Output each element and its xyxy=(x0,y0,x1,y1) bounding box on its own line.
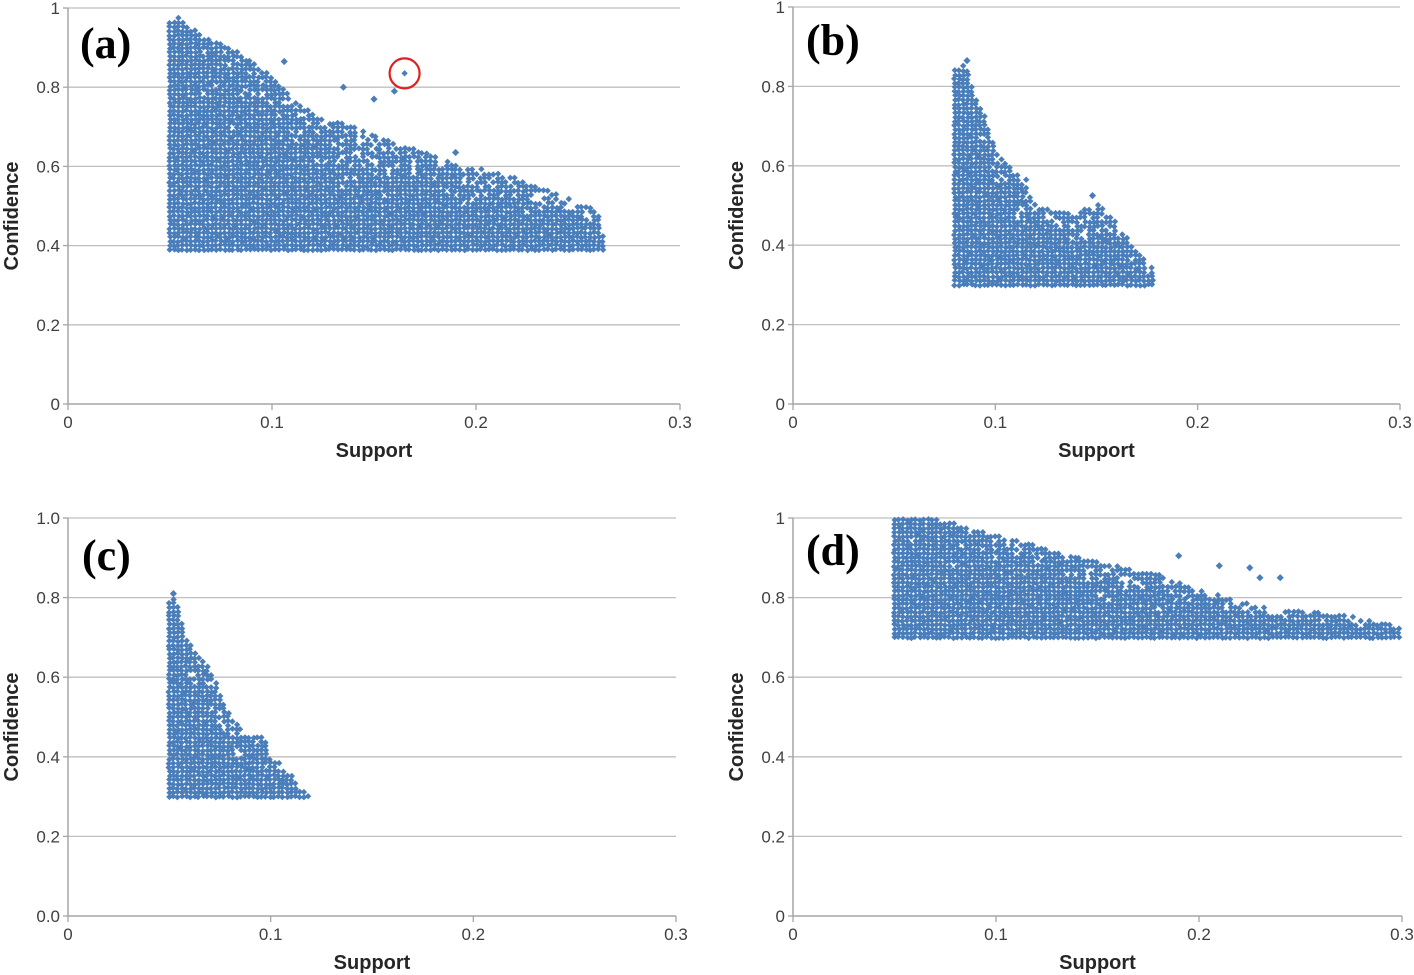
x-tick-label: 0.1 xyxy=(260,413,284,432)
y-tick-label: 0.6 xyxy=(36,157,60,176)
y-tick-label: 0 xyxy=(776,907,785,926)
highlight-circle xyxy=(388,57,421,90)
y-tick-label: 0.6 xyxy=(761,668,785,687)
y-tick-label: 0.8 xyxy=(761,589,785,608)
y-tick-label: 1 xyxy=(776,509,785,528)
x-tick-label: 0.2 xyxy=(1186,413,1210,432)
x-axis-title: Support xyxy=(334,952,411,974)
x-tick-label: 0 xyxy=(63,925,72,944)
scatter-points xyxy=(890,516,1403,642)
outlier-point xyxy=(452,148,460,157)
x-axis-title: Support xyxy=(1059,952,1136,974)
panel-label: (b) xyxy=(806,16,860,65)
y-tick-label: 0.6 xyxy=(36,668,60,687)
outlier-point xyxy=(280,57,288,66)
scatter-points xyxy=(166,14,607,254)
y-tick-label: 0.8 xyxy=(36,78,60,97)
outlier-point xyxy=(370,95,378,103)
x-tick-label: 0 xyxy=(788,413,797,432)
outlier-point xyxy=(963,57,971,65)
x-tick-label: 0.3 xyxy=(664,925,688,944)
scatter-points xyxy=(165,596,312,801)
y-tick-label: 0 xyxy=(776,395,785,414)
outlier-point xyxy=(339,83,347,91)
y-tick-label: 0.4 xyxy=(761,236,785,255)
y-tick-label: 0.4 xyxy=(36,237,60,256)
x-tick-label: 0.1 xyxy=(984,925,1008,944)
x-tick-label: 0.2 xyxy=(464,413,488,432)
y-tick-label: 1.0 xyxy=(36,509,60,528)
x-tick-label: 0.2 xyxy=(1187,925,1211,944)
scatter-points xyxy=(951,62,1157,289)
outlier-point xyxy=(1175,552,1183,560)
outlier-point xyxy=(1256,574,1264,582)
y-tick-label: 0.6 xyxy=(761,157,785,176)
outlier-point xyxy=(169,590,177,598)
y-tick-label: 0.8 xyxy=(761,77,785,96)
y-tick-label: 0.4 xyxy=(36,748,60,767)
y-tick-label: 0.0 xyxy=(36,907,60,926)
panel-label: (a) xyxy=(80,19,131,68)
x-axis-title: Support xyxy=(336,440,413,462)
outlier-point xyxy=(1215,562,1223,570)
scatter-panel-b: 0 0.1 0.2 0.3 0 0.2 0.4 0.6 0.8 1 Support Confidenc… xyxy=(726,0,1412,462)
x-tick-label: 0.3 xyxy=(668,413,692,432)
scatter-panel-c: 0 0.1 0.2 0.3 0.0 0.2 0.4 0.6 0.8 1.0 Support Confi… xyxy=(1,509,688,974)
y-tick-label: 0.4 xyxy=(761,748,785,767)
outlier-point xyxy=(390,87,398,95)
x-tick-label: 0 xyxy=(788,925,797,944)
highlighted-point xyxy=(401,70,408,77)
y-axis-title: Confidence xyxy=(1,162,23,271)
y-axis-title: Confidence xyxy=(726,673,748,782)
x-tick-label: 0 xyxy=(63,413,72,432)
y-tick-label: 1 xyxy=(776,0,785,17)
x-tick-label: 0.3 xyxy=(1388,413,1412,432)
outlier-point xyxy=(1246,564,1254,572)
panel-label: (d) xyxy=(806,526,860,575)
y-tick-label: 1 xyxy=(51,0,60,18)
y-tick-label: 0.2 xyxy=(36,316,60,335)
y-tick-label: 0 xyxy=(51,395,60,414)
x-tick-label: 0.2 xyxy=(462,925,486,944)
y-axis-title: Confidence xyxy=(726,161,748,270)
x-tick-label: 0.1 xyxy=(984,413,1008,432)
y-axis-title: Confidence xyxy=(1,673,23,782)
panel-label: (c) xyxy=(82,531,131,580)
x-tick-label: 0.3 xyxy=(1390,925,1414,944)
outlier-point xyxy=(1088,192,1097,200)
x-axis-title: Support xyxy=(1058,440,1135,462)
scatter-panel-d: 0 0.1 0.2 0.3 0 0.2 0.4 0.6 0.8 1 Support Confidenc… xyxy=(726,509,1414,974)
y-tick-label: 0.2 xyxy=(761,827,785,846)
y-tick-label: 0.8 xyxy=(36,589,60,608)
y-tick-label: 0.2 xyxy=(36,827,60,846)
outlier-point xyxy=(1276,574,1284,582)
x-tick-label: 0.1 xyxy=(259,925,283,944)
scatter-panel-a: 0 0.1 0.2 0.3 0 0.2 0.4 0.6 0.8 1 Support Confidenc… xyxy=(1,0,692,462)
y-tick-label: 0.2 xyxy=(761,316,785,335)
